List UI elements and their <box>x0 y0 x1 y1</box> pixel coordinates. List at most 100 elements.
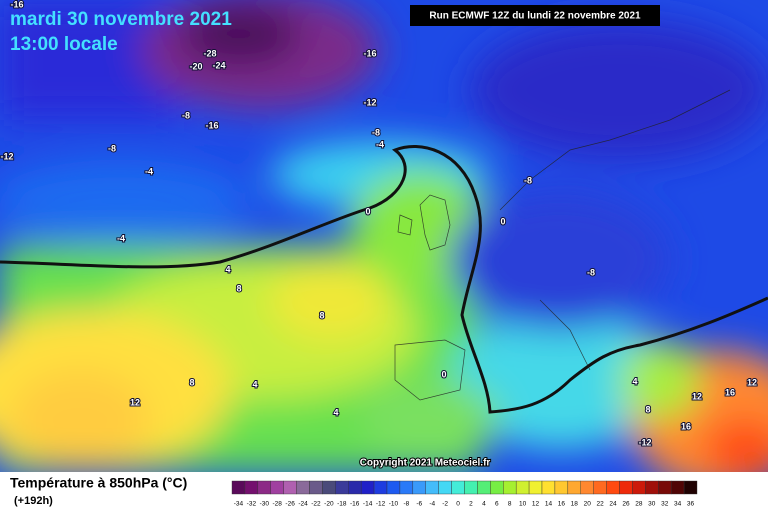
scale-cell <box>683 480 698 495</box>
scale-cell <box>309 480 323 495</box>
contour-label: 16 <box>681 421 691 431</box>
scale-label: -14 <box>363 501 373 508</box>
lead-time: (+192h) <box>14 495 53 507</box>
scale-cell <box>580 480 594 495</box>
scale-cell <box>348 480 362 495</box>
contour-label: 8 <box>236 283 241 293</box>
scale-cell <box>244 480 259 495</box>
contour-label: -16 <box>205 120 218 130</box>
scale-label: -30 <box>260 501 270 508</box>
scale-label: 20 <box>584 501 592 508</box>
contour-label: -4 <box>145 166 153 176</box>
run-info: Run ECMWF 12Z du lundi 22 novembre 2021 <box>429 11 641 22</box>
scale-cell <box>386 480 401 495</box>
contour-label: 4 <box>225 264 230 274</box>
scale-label: -32 <box>247 501 257 508</box>
scale-label: 36 <box>687 501 695 508</box>
scale-cell <box>425 480 439 495</box>
scale-cell <box>528 480 543 495</box>
scale-label: 18 <box>571 501 579 508</box>
scale-cell <box>658 480 672 495</box>
scale-label: -20 <box>324 501 334 508</box>
scale-cell <box>270 480 284 495</box>
temperature-map <box>0 0 768 490</box>
contour-label: 0 <box>500 216 505 226</box>
scale-cell <box>645 480 659 495</box>
scale-label: -12 <box>376 501 386 508</box>
scale-label: 34 <box>674 501 682 508</box>
scale-label: 8 <box>508 501 512 508</box>
zero-isotherm <box>0 145 768 414</box>
scale-label: -8 <box>403 501 409 508</box>
scale-cell <box>335 480 349 495</box>
scale-cell <box>593 480 607 495</box>
contour-label: -24 <box>212 60 225 70</box>
scale-cell <box>490 480 504 495</box>
scale-label: -2 <box>442 501 448 508</box>
contour-label: -8 <box>182 110 190 120</box>
contour-label: -12 <box>638 437 651 447</box>
scale-label: 0 <box>456 501 460 508</box>
contour-label: 0 <box>441 369 446 379</box>
scale-cell <box>464 480 478 495</box>
legend-title: Température à 850hPa (°C) <box>10 475 187 491</box>
contour-label: 12 <box>747 377 757 387</box>
contour-label: 8 <box>319 310 324 320</box>
scale-cell <box>373 480 388 495</box>
scale-label: -22 <box>311 501 321 508</box>
contour-label: -8 <box>372 127 380 137</box>
scale-label: -24 <box>298 501 308 508</box>
scale-label: -26 <box>285 501 295 508</box>
contour-label: 12 <box>692 391 702 401</box>
scale-label: 28 <box>635 501 643 508</box>
contour-label: -16 <box>363 48 376 58</box>
run-banner <box>410 5 660 26</box>
contour-label: -8 <box>524 175 532 185</box>
scale-cell <box>541 480 556 495</box>
scale-cell <box>231 480 246 495</box>
scale-cell <box>438 480 452 495</box>
scale-label: 16 <box>558 501 566 508</box>
scale-label: 12 <box>532 501 540 508</box>
contour-label: -12 <box>0 151 13 161</box>
contour-label: 4 <box>632 376 637 386</box>
scale-cell <box>283 480 297 495</box>
forecast-date: mardi 30 novembre 2021 <box>10 9 232 30</box>
contour-label: 4 <box>252 379 257 389</box>
contour-label: -12 <box>363 97 376 107</box>
scale-label: -34 <box>234 501 244 508</box>
scale-label: -10 <box>389 501 399 508</box>
contour-label: 8 <box>189 377 194 387</box>
scale-cell <box>503 480 517 495</box>
scale-label: 22 <box>597 501 605 508</box>
color-scale: -34 -32 -30 -28 -26 -24 -22 -20 -18 -16 -14 -12 -10-… <box>231 480 698 508</box>
contour-label: -28 <box>203 48 216 58</box>
contour-label: 4 <box>333 407 338 417</box>
scale-cell <box>399 480 414 495</box>
contour-label: -4 <box>117 233 125 243</box>
scale-cell <box>257 480 271 495</box>
contour-label: -8 <box>108 143 116 153</box>
scale-label: 32 <box>661 501 669 508</box>
contour-label: 8 <box>645 404 650 414</box>
contour-label: -8 <box>587 267 595 277</box>
contour-label: -20 <box>189 61 202 71</box>
scale-label: 30 <box>648 501 656 508</box>
forecast-time: 13:00 locale <box>10 34 118 55</box>
scale-cell <box>567 480 581 495</box>
scale-label: -28 <box>273 501 283 508</box>
scale-label: 2 <box>469 501 473 508</box>
scale-label: -18 <box>337 501 347 508</box>
scale-cell <box>412 480 426 495</box>
scale-label: -4 <box>429 501 435 508</box>
contour-label: -4 <box>376 139 384 149</box>
contour-label: -16 <box>10 0 23 9</box>
scale-cell <box>632 480 646 495</box>
scale-label: -16 <box>350 501 360 508</box>
scale-label: 6 <box>495 501 499 508</box>
scale-label: -6 <box>416 501 422 508</box>
contour-label: 12 <box>130 397 140 407</box>
scale-label: 10 <box>519 501 527 508</box>
scale-cell <box>554 480 569 495</box>
